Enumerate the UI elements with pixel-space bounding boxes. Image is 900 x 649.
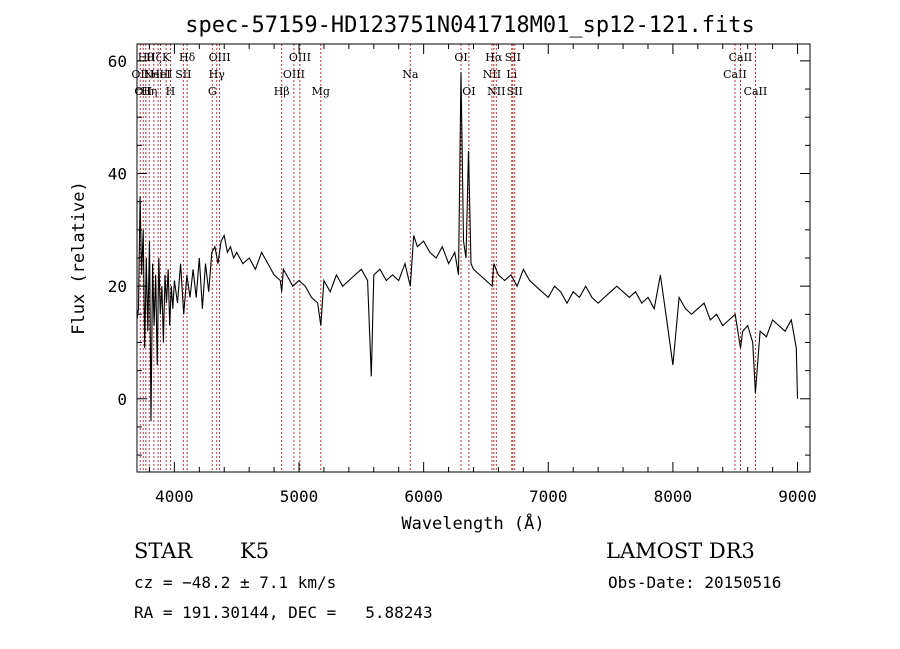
marker-label-27: CaII xyxy=(723,68,747,81)
marker-label-24: Li xyxy=(506,68,517,81)
marker-label-10: Hδ xyxy=(179,51,196,64)
marker-label-0: OII xyxy=(131,68,149,81)
plot-frame xyxy=(136,43,811,473)
marker-label-4: Hζ xyxy=(146,51,162,64)
marker-label-23: NII xyxy=(487,85,505,98)
marker-label-7: K xyxy=(162,51,171,64)
y-tick-label: 20 xyxy=(108,277,127,296)
x-tick-label: 7000 xyxy=(529,487,568,506)
marker-label-25: SII xyxy=(505,51,521,64)
marker-label-1: OII xyxy=(134,85,152,98)
marker-label-8: H xyxy=(166,85,176,98)
marker-label-20: OI xyxy=(462,85,475,98)
spectrum-line xyxy=(136,72,799,422)
marker-label-16: OIII xyxy=(289,51,311,64)
marker-label-13: OIII xyxy=(209,51,231,64)
x-tick-label: 6000 xyxy=(404,487,443,506)
axis-ticks: 4000 5000 6000 7000 8000 9000 0 20 40 60 xyxy=(108,44,817,506)
object-subclass: K5 xyxy=(240,539,270,563)
marker-label-5: NeIII xyxy=(143,68,172,81)
y-tick-label: 0 xyxy=(117,390,127,409)
marker-label-28: CaII xyxy=(729,51,753,64)
marker-label-9: SII xyxy=(175,68,191,81)
x-tick-label: 9000 xyxy=(778,487,817,506)
chart-title: spec-57159-HD123751N041718M01_sp12-121.f… xyxy=(185,13,755,38)
y-axis-label: Flux (relative) xyxy=(69,181,89,335)
y-tick-label: 60 xyxy=(108,52,127,71)
marker-label-18: Na xyxy=(402,68,419,81)
marker-label-6: HeI xyxy=(150,68,170,81)
x-tick-label: 8000 xyxy=(654,487,693,506)
redshift-cz: cz = −48.2 ± 7.1 km/s xyxy=(134,573,337,592)
survey-name: LAMOST DR3 xyxy=(606,539,755,563)
x-tick-label: 4000 xyxy=(155,487,194,506)
marker-label-29: CaII xyxy=(744,85,768,98)
marker-label-11: G xyxy=(208,85,217,98)
marker-label-3: Hη xyxy=(141,85,157,98)
marker-label-19: OI xyxy=(454,51,467,64)
marker-label-15: OIII xyxy=(283,68,305,81)
marker-label-26: SII xyxy=(507,85,523,98)
marker-label-12: Hγ xyxy=(209,68,226,81)
spectral-line-markers: OIIOIIHθHηHζNeIIIHeIKHSIIHδGHγOIIIHβOIII… xyxy=(131,44,767,472)
marker-label-17: Mg xyxy=(312,85,330,98)
marker-label-21: NII xyxy=(483,68,501,81)
x-tick-label: 5000 xyxy=(280,487,319,506)
y-tick-label: 40 xyxy=(108,165,127,184)
observation-date: Obs-Date: 20150516 xyxy=(608,573,782,592)
x-axis-label: Wavelength (Å) xyxy=(401,512,544,534)
marker-label-14: Hβ xyxy=(274,85,290,98)
marker-label-22: Hα xyxy=(485,51,503,64)
coordinates: RA = 191.30144, DEC = 5.88243 xyxy=(134,603,433,622)
object-class: STAR xyxy=(134,539,193,563)
